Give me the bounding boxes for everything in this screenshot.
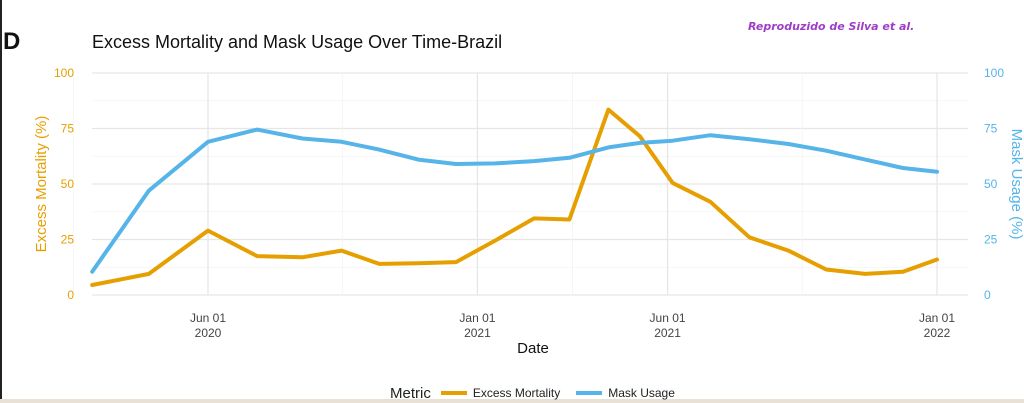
legend-item-mask-usage: Mask Usage [576, 386, 675, 400]
x-tick-year-label: 2021 [464, 326, 491, 340]
y-left-tick-label: 25 [61, 233, 75, 247]
x-tick-year-label: 2022 [924, 326, 951, 340]
panel-letter: D [3, 28, 21, 55]
legend-swatch-excess-mortality [440, 391, 467, 395]
y-left-tick-label: 50 [61, 177, 75, 191]
chart-title: Excess Mortality and Mask Usage Over Tim… [92, 32, 503, 52]
y-left-tick-label: 0 [67, 288, 74, 302]
series-lines [90, 107, 939, 287]
grid-lines [72, 72, 968, 296]
y-right-tick-label: 100 [984, 66, 1004, 80]
legend-swatch-mask-usage [576, 391, 603, 395]
x-tick-year-label: 2020 [195, 326, 222, 340]
y-right-tick-label: 50 [984, 177, 998, 191]
left-border [0, 0, 2, 403]
y-right-tick-label: 0 [984, 288, 991, 302]
y-right-tick-label: 25 [984, 233, 998, 247]
x-tick-label: Jan 01 [459, 311, 495, 325]
x-tick-label: Jun 01 [190, 311, 226, 325]
legend: Metric Excess Mortality Mask Usage [390, 383, 691, 403]
series-line-mask-usage [90, 127, 939, 274]
y-axis-right-title: Mask Usage (%) [1008, 129, 1024, 240]
legend-label-mask-usage: Mask Usage [608, 386, 675, 400]
y-axis-left-title: Excess Mortality (%) [33, 116, 50, 253]
legend-item-excess-mortality: Excess Mortality [440, 386, 561, 400]
series-line-excess-mortality [90, 107, 939, 287]
y-left-tick-label: 75 [61, 122, 75, 136]
y-axis-left: 0 25 50 75 100 [54, 66, 74, 302]
x-axis-title: Date [517, 340, 549, 357]
y-right-tick-label: 75 [984, 122, 998, 136]
legend-title: Metric [390, 384, 431, 402]
y-axis-right: 0 25 50 75 100 [984, 66, 1004, 302]
x-tick-label: Jan 01 [919, 311, 955, 325]
x-tick-label: Jun 01 [650, 311, 686, 325]
legend-label-excess-mortality: Excess Mortality [472, 386, 561, 400]
x-tick-year-label: 2021 [654, 326, 681, 340]
y-left-tick-label: 100 [54, 66, 74, 80]
bottom-border [0, 399, 1024, 403]
source-credit: Reproduzido de Silva et al. [748, 20, 915, 33]
